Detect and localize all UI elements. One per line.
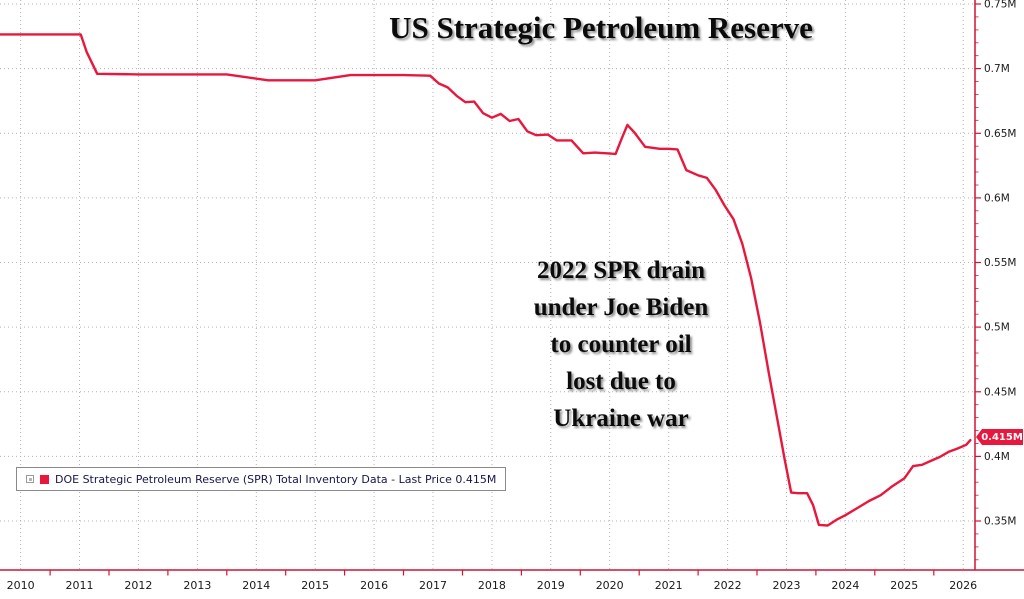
x-tick-label: 2017 bbox=[419, 579, 447, 592]
chart-title: US Strategic Petroleum Reserve bbox=[389, 10, 813, 45]
y-tick-label: 0.55M bbox=[984, 257, 1016, 269]
annotation-line: lost due to bbox=[566, 368, 676, 395]
y-tick-label: 0.45M bbox=[984, 386, 1016, 398]
x-tick-label: 2020 bbox=[596, 579, 624, 592]
y-tick-label: 0.4M bbox=[984, 451, 1010, 463]
last-price-label: 0.415M bbox=[981, 432, 1023, 443]
y-tick-label: 0.6M bbox=[984, 192, 1010, 204]
y-tick-label: 0.5M bbox=[984, 322, 1010, 334]
x-tick-label: 2024 bbox=[831, 579, 859, 592]
chart-annotation: 2022 SPR drain under Joe Biden to counte… bbox=[534, 252, 709, 437]
x-tick-label: 2015 bbox=[301, 579, 329, 592]
series-legend[interactable]: DOE Strategic Petroleum Reserve (SPR) To… bbox=[16, 467, 507, 491]
series-line bbox=[0, 33, 972, 527]
grid-lines bbox=[0, 0, 975, 570]
x-tick-label: 2021 bbox=[655, 579, 683, 592]
annotation-line: to counter oil bbox=[550, 331, 692, 358]
series-color-swatch bbox=[40, 474, 49, 484]
annotation-line: under Joe Biden bbox=[533, 294, 709, 321]
x-tick-label: 2010 bbox=[7, 579, 35, 592]
x-tick-label: 2025 bbox=[890, 579, 918, 592]
x-tick-label: 2018 bbox=[478, 579, 506, 592]
x-tick-label: 2022 bbox=[714, 579, 742, 592]
x-tick-label: 2011 bbox=[66, 579, 94, 592]
y-axis-ticks: 0.35M 0.4M 0.45M 0.5M 0.55M 0.6M 0.65M 0.7M 0.75… bbox=[975, 0, 1016, 561]
last-price-badge: 0.415M bbox=[976, 429, 1023, 445]
x-tick-label: 2014 bbox=[242, 579, 270, 592]
x-tick-label: 2019 bbox=[537, 579, 565, 592]
x-tick-label: 2023 bbox=[773, 579, 801, 592]
x-tick-label: 2013 bbox=[183, 579, 211, 592]
y-tick-label: 0.35M bbox=[984, 516, 1016, 528]
x-tick-label: 2016 bbox=[360, 579, 388, 592]
annotation-line: 2022 SPR drain bbox=[536, 257, 706, 284]
y-tick-label: 0.65M bbox=[984, 128, 1016, 140]
x-axis-ticks: 2010 2011 2012 2013 2014 2015 2016 2017 2018 2019… bbox=[7, 570, 977, 592]
legend-label: DOE Strategic Petroleum Reserve (SPR) To… bbox=[55, 472, 497, 486]
y-tick-label: 0.7M bbox=[984, 63, 1010, 75]
y-tick-label: 0.75M bbox=[984, 0, 1016, 11]
x-tick-label: 2026 bbox=[949, 579, 977, 592]
axes bbox=[0, 0, 1024, 571]
annotation-line: Ukraine war bbox=[553, 405, 689, 432]
x-tick-label: 2012 bbox=[124, 579, 152, 592]
legend-expand-icon[interactable] bbox=[26, 475, 34, 483]
